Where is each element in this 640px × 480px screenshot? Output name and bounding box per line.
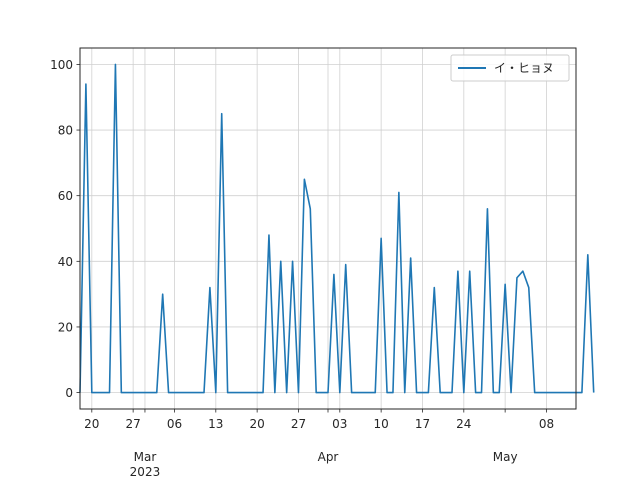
- x-tick-label: 20: [250, 417, 265, 431]
- y-tick-label: 100: [50, 58, 73, 72]
- series-layer: [79, 63, 595, 394]
- x-tick-label: 17: [415, 417, 430, 431]
- y-tick-label: 0: [65, 386, 73, 400]
- x-tick-label: Mar: [134, 450, 157, 464]
- y-tick-label: 20: [58, 320, 73, 334]
- legend-box: [450, 54, 570, 82]
- legend-label: イ・ヒョヌ: [494, 61, 554, 75]
- x-tick-label: 08: [539, 417, 554, 431]
- grid-lines: [80, 48, 576, 409]
- x-tick-label: 24: [456, 417, 471, 431]
- x-tick-label: 03: [332, 417, 347, 431]
- x-tick-sublabel: 2023: [130, 465, 161, 479]
- y-tick-label: 80: [58, 124, 73, 138]
- y-tick-label: 40: [58, 255, 73, 269]
- x-tick-label: 27: [291, 417, 306, 431]
- x-tick-label: 10: [374, 417, 389, 431]
- x-tick-label: 13: [208, 417, 223, 431]
- x-tick-label: 27: [126, 417, 141, 431]
- y-tick-label: 60: [58, 189, 73, 203]
- y-axis: 0 20 40 60 80 100: [50, 58, 80, 400]
- x-tick-label: Apr: [318, 450, 339, 464]
- series-line: [79, 63, 595, 394]
- x-tick-label: 06: [167, 417, 182, 431]
- x-tick-label: 20: [84, 417, 99, 431]
- legend: イ・ヒョヌ: [450, 54, 570, 82]
- x-tick-label: May: [493, 450, 518, 464]
